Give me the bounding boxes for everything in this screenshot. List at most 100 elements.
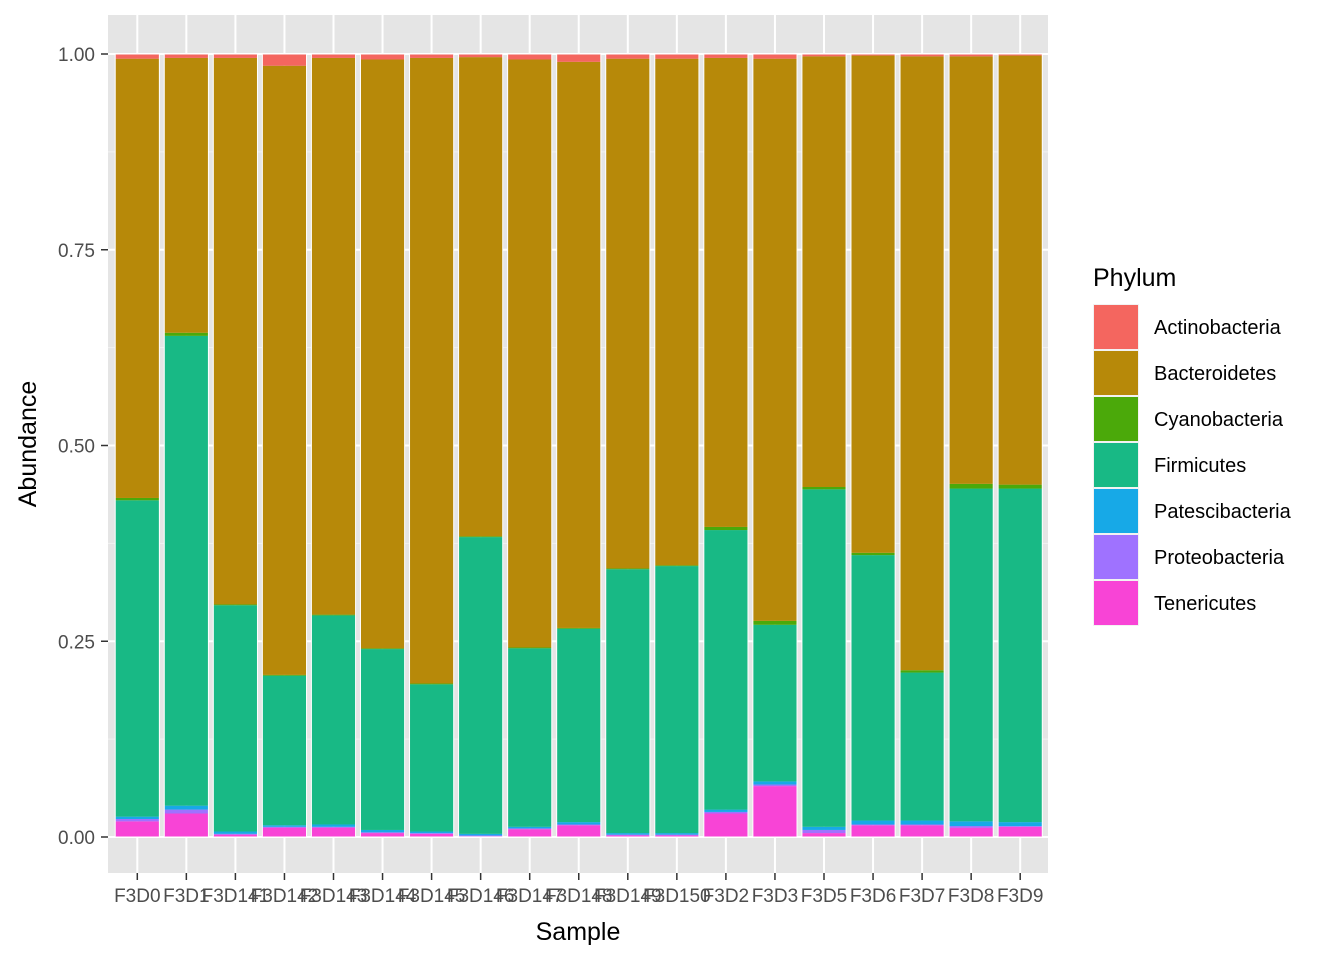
x-tick-label: F3D5 (801, 886, 847, 907)
bar-segment-patescibacteria (949, 821, 994, 827)
bar-segment-patescibacteria (556, 822, 601, 825)
bar-segment-bacteroidetes (752, 58, 798, 621)
x-tick-label: F3D143 (300, 886, 368, 907)
bar-segment-actinobacteria (998, 54, 1043, 56)
bar-segment-patescibacteria (801, 826, 847, 830)
legend: Phylum Actinobacteria Bacteroidetes Cyanob… (1093, 264, 1292, 626)
bar-segment-bacteroidetes (949, 56, 994, 484)
bar-segment-proteobacteria (752, 784, 798, 787)
bar-segment-patescibacteria (654, 833, 699, 835)
bar-segment-firmicutes (850, 555, 896, 821)
bar-segment-tenericutes (949, 827, 994, 837)
legend-label: Patescibacteria (1154, 501, 1292, 523)
bar-segment-bacteroidetes (703, 57, 748, 527)
bar-segment-firmicutes (409, 684, 454, 832)
bar-segment-patescibacteria (164, 805, 209, 810)
bar-segment-cyanobacteria (998, 484, 1043, 489)
bar-segment-bacteroidetes (605, 58, 650, 569)
bar-outline (801, 53, 847, 838)
bar-segment-actinobacteria (949, 54, 994, 57)
bar-segment-tenericutes (605, 835, 650, 837)
bar-segment-proteobacteria (998, 826, 1043, 827)
bar-segment-firmicutes (458, 537, 503, 834)
bar-segment-bacteroidetes (213, 57, 258, 605)
bar-segment-actinobacteria (801, 54, 847, 57)
x-tick-label: F3D6 (850, 886, 896, 907)
bar-outline (114, 53, 160, 838)
bar-outline (507, 53, 553, 838)
bar-outline (556, 53, 602, 838)
x-tick-label: F3D142 (251, 886, 319, 907)
legend-swatch (1094, 351, 1138, 395)
x-tick-label: F3D150 (643, 886, 711, 907)
bar-outline (850, 53, 896, 838)
bar-segment-tenericutes (164, 813, 209, 837)
bar-segment-firmicutes (801, 489, 847, 827)
x-tick-label: F3D8 (948, 886, 994, 907)
bar-segment-cyanobacteria (164, 332, 209, 336)
legend-title: Phylum (1093, 264, 1176, 292)
bar-segment-tenericutes (115, 821, 160, 837)
bar-segment-actinobacteria (360, 54, 405, 60)
legend-label: Bacteroidetes (1154, 363, 1276, 385)
bar-segment-patescibacteria (458, 833, 503, 836)
legend-swatch (1094, 581, 1138, 625)
bar-segment-cyanobacteria (850, 552, 896, 556)
bar-segment-tenericutes (409, 833, 454, 837)
bar-segment-cyanobacteria (311, 614, 356, 616)
x-tick-label: F3D146 (447, 886, 515, 907)
bar-segment-firmicutes (949, 488, 994, 822)
bar-segment-firmicutes (556, 628, 601, 823)
bar-segment-patescibacteria (262, 825, 307, 827)
bar-segment-firmicutes (703, 530, 748, 810)
bar-segment-cyanobacteria (703, 526, 748, 531)
x-tick-label: F3D147 (496, 886, 564, 907)
bar-segment-firmicutes (605, 569, 650, 834)
bar-outline (654, 53, 700, 838)
legend-label: Firmicutes (1154, 455, 1246, 477)
legend-swatch (1094, 535, 1138, 579)
bar-outline (409, 53, 455, 838)
bar-segment-actinobacteria (703, 54, 748, 58)
bar-segment-patescibacteria (703, 809, 748, 812)
bar-segment-firmicutes (213, 605, 258, 832)
bar-segment-tenericutes (998, 826, 1043, 837)
bar-segment-firmicutes (360, 649, 405, 830)
bar-segment-bacteroidetes (900, 56, 945, 671)
x-tick-label: F3D144 (349, 886, 417, 907)
bar-segment-tenericutes (900, 825, 945, 837)
bar-segment-proteobacteria (311, 826, 356, 828)
bar-segment-firmicutes (654, 566, 699, 834)
bar-outline (212, 53, 258, 838)
bar-segment-cyanobacteria (458, 536, 503, 538)
bar-segment-proteobacteria (164, 809, 209, 814)
legend-label: Actinobacteria (1154, 317, 1282, 339)
bar-segment-firmicutes (752, 624, 798, 782)
bar-segment-proteobacteria (605, 834, 650, 836)
bar-segment-actinobacteria (752, 54, 798, 59)
bar-segment-tenericutes (311, 827, 356, 837)
x-tick-label: F3D148 (545, 886, 613, 907)
legend-label: Proteobacteria (1154, 547, 1285, 569)
bar-segment-bacteroidetes (262, 65, 307, 675)
legend-swatch (1094, 443, 1138, 487)
bar-segment-actinobacteria (850, 54, 896, 56)
legend-swatch (1094, 305, 1138, 349)
bar-segment-proteobacteria (703, 811, 748, 814)
bar-segment-actinobacteria (311, 54, 356, 58)
bar-segment-actinobacteria (213, 54, 258, 58)
bar-segment-actinobacteria (507, 54, 552, 60)
bar-segment-cyanobacteria (213, 604, 258, 606)
bar-segment-proteobacteria (360, 832, 405, 834)
bar-segment-bacteroidetes (556, 61, 601, 628)
bar-segment-patescibacteria (507, 826, 552, 829)
bar-segment-proteobacteria (507, 828, 552, 830)
bar-segment-cyanobacteria (262, 674, 307, 676)
y-axis: 0.00 0.25 0.50 0.75 1.00 (58, 45, 108, 849)
bar-outline (605, 53, 651, 838)
bars (114, 53, 1043, 838)
bar-segment-bacteroidetes (311, 57, 356, 615)
y-tick-label: 1.00 (58, 45, 95, 66)
x-tick-label: F3D9 (997, 886, 1043, 907)
bar-segment-firmicutes (900, 672, 945, 821)
